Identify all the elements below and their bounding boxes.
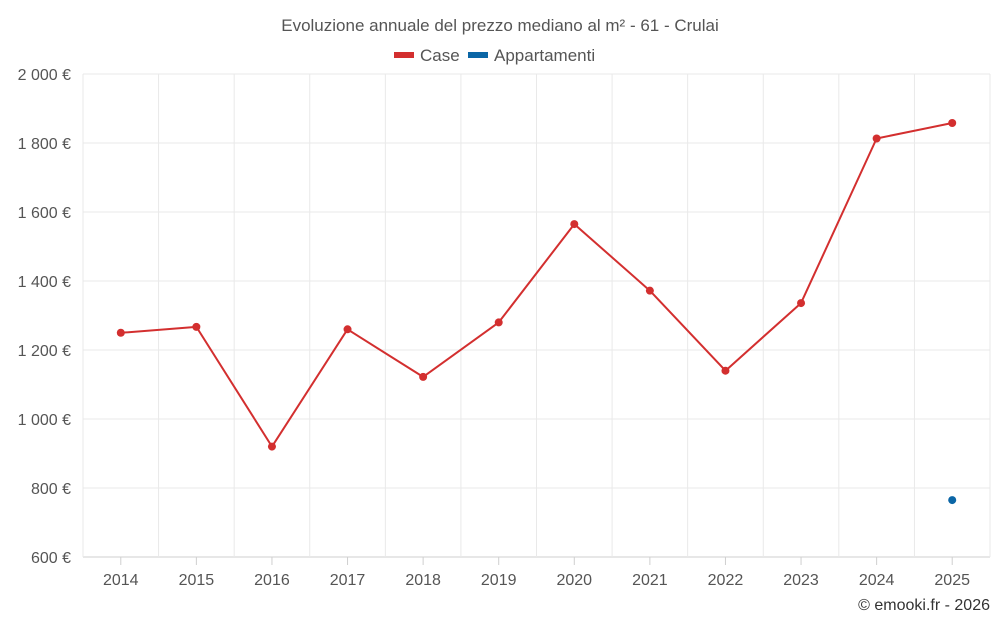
x-tick-label: 2025 bbox=[934, 572, 970, 589]
data-point-case-2018[interactable] bbox=[419, 372, 428, 381]
credit-text: © emooki.fr - 2026 bbox=[858, 597, 990, 614]
data-point-case-2023[interactable] bbox=[797, 299, 806, 308]
series-case bbox=[116, 118, 957, 451]
legend-item-case[interactable]: Case bbox=[394, 46, 460, 65]
data-point-case-2019[interactable] bbox=[494, 318, 503, 327]
legend-label-appartamenti: Appartamenti bbox=[494, 46, 595, 65]
y-tick-label: 600 € bbox=[31, 550, 71, 567]
legend-item-appartamenti[interactable]: Appartamenti bbox=[468, 46, 595, 65]
y-tick-label: 1 000 € bbox=[18, 412, 71, 429]
data-point-case-2020[interactable] bbox=[570, 220, 579, 229]
legend-label-case: Case bbox=[420, 46, 460, 65]
y-tick-label: 1 600 € bbox=[18, 205, 71, 222]
x-tick-label: 2017 bbox=[330, 572, 366, 589]
x-tick-label: 2014 bbox=[103, 572, 139, 589]
x-tick-label: 2022 bbox=[708, 572, 744, 589]
data-point-appartamenti-2025[interactable] bbox=[948, 496, 957, 505]
y-tick-label: 800 € bbox=[31, 481, 71, 498]
data-point-case-2014[interactable] bbox=[116, 328, 125, 337]
series-layer bbox=[116, 118, 957, 505]
chart-title: Evoluzione annuale del prezzo mediano al… bbox=[281, 16, 719, 35]
series-line-case bbox=[120, 122, 953, 448]
data-point-case-2017[interactable] bbox=[343, 325, 352, 334]
data-point-case-2015[interactable] bbox=[192, 322, 201, 331]
series-appartamenti bbox=[948, 496, 957, 505]
y-tick-label: 1 200 € bbox=[18, 343, 71, 360]
x-tick-label: 2024 bbox=[859, 572, 895, 589]
x-tick-label: 2015 bbox=[179, 572, 215, 589]
y-tick-label: 1 800 € bbox=[18, 136, 71, 153]
data-point-case-2016[interactable] bbox=[267, 442, 276, 451]
data-point-case-2021[interactable] bbox=[645, 286, 654, 295]
x-tick-label: 2018 bbox=[405, 572, 441, 589]
x-tick-label: 2020 bbox=[556, 572, 592, 589]
y-axis: 600 € 800 € 1 000 € 1 200 € 1 400 € 1 600 € 1 … bbox=[18, 67, 71, 567]
y-tick-label: 2 000 € bbox=[18, 67, 71, 84]
x-tick-label: 2021 bbox=[632, 572, 668, 589]
x-tick-label: 2023 bbox=[783, 572, 819, 589]
y-tick-label: 1 400 € bbox=[18, 274, 71, 291]
vertical-gridlines bbox=[82, 74, 991, 557]
data-point-case-2024[interactable] bbox=[872, 134, 881, 143]
legend-swatch-case bbox=[394, 52, 414, 58]
legend-swatch-appartamenti bbox=[468, 52, 488, 58]
x-tick-label: 2019 bbox=[481, 572, 517, 589]
legend: Case Appartamenti bbox=[394, 46, 595, 65]
x-tick-label: 2016 bbox=[254, 572, 290, 589]
data-point-case-2022[interactable] bbox=[721, 366, 730, 375]
data-point-case-2025[interactable] bbox=[948, 118, 957, 127]
x-axis: 2014 2015 2016 2017 2018 2019 2020 2021 2022 2023… bbox=[103, 557, 970, 589]
